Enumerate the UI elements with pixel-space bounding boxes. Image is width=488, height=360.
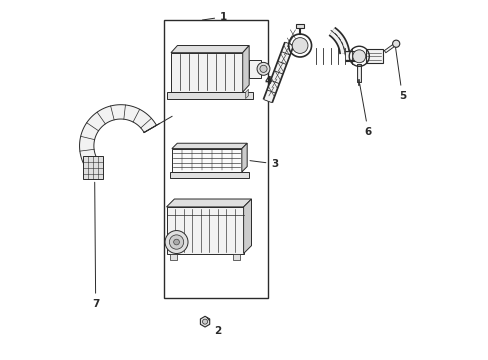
- Circle shape: [169, 235, 183, 249]
- Text: 2: 2: [206, 318, 221, 336]
- Bar: [167, 92, 252, 99]
- Bar: [170, 172, 248, 179]
- Polygon shape: [171, 143, 247, 149]
- Text: 5: 5: [395, 47, 405, 101]
- Text: 4: 4: [263, 69, 271, 86]
- Bar: [83, 156, 102, 180]
- Bar: [170, 253, 177, 260]
- Bar: [163, 21, 267, 298]
- Text: 3: 3: [249, 159, 278, 169]
- Circle shape: [292, 38, 307, 53]
- Bar: [295, 24, 304, 28]
- Circle shape: [173, 239, 179, 245]
- Polygon shape: [242, 45, 249, 92]
- FancyBboxPatch shape: [366, 49, 382, 63]
- Circle shape: [392, 40, 399, 47]
- Polygon shape: [200, 316, 209, 327]
- Bar: [166, 207, 243, 253]
- Circle shape: [352, 50, 365, 63]
- Polygon shape: [171, 45, 249, 53]
- Bar: [249, 60, 260, 78]
- Circle shape: [165, 230, 187, 253]
- Polygon shape: [166, 199, 251, 207]
- Bar: [232, 253, 240, 260]
- Bar: [171, 149, 241, 172]
- Polygon shape: [243, 199, 251, 253]
- Circle shape: [202, 319, 207, 324]
- FancyBboxPatch shape: [171, 53, 242, 92]
- Text: 6: 6: [359, 84, 371, 136]
- Circle shape: [260, 65, 266, 72]
- Polygon shape: [80, 105, 156, 172]
- Circle shape: [257, 62, 269, 75]
- Text: 7: 7: [92, 182, 99, 309]
- Polygon shape: [245, 89, 248, 99]
- Text: 1: 1: [202, 12, 227, 22]
- Polygon shape: [241, 143, 247, 172]
